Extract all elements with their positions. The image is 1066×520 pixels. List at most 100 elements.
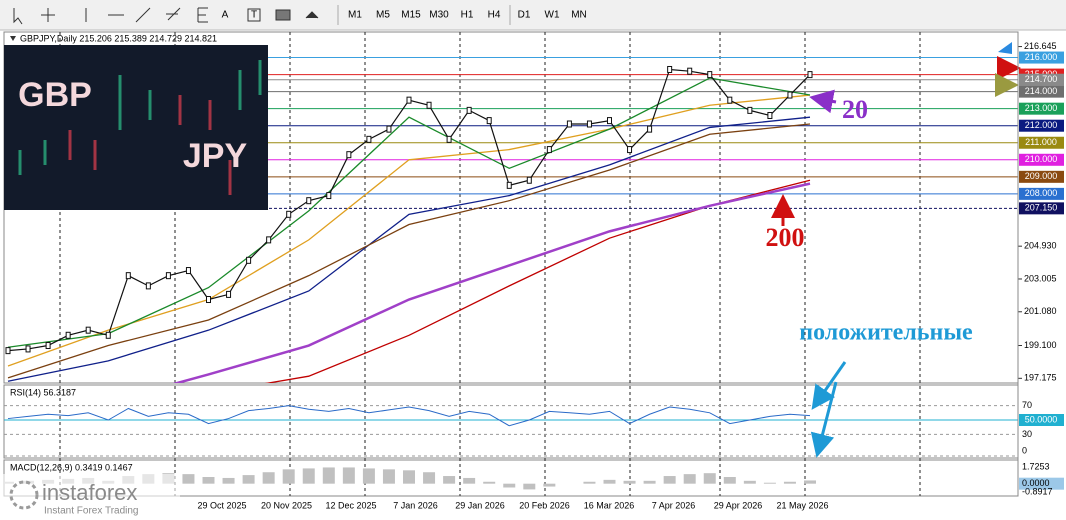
macd-bar xyxy=(523,483,536,490)
candle xyxy=(486,117,492,125)
candle xyxy=(607,117,612,125)
candle xyxy=(446,135,452,143)
level-tag xyxy=(1019,51,1064,64)
timeframe-button[interactable]: H1 xyxy=(461,10,474,21)
candle xyxy=(707,71,713,79)
candle xyxy=(627,146,633,154)
macd-bar xyxy=(423,472,436,484)
macd-bar xyxy=(483,481,496,484)
moving-average xyxy=(7,123,811,379)
watermark: instaforex Instant Forex Trading xyxy=(0,474,180,520)
macd-bar xyxy=(783,481,796,484)
macd-bar xyxy=(703,473,716,484)
candle xyxy=(747,106,753,114)
moving-average xyxy=(7,116,811,382)
price-tick-label: 201.080 xyxy=(1024,306,1057,316)
macd-tick-label: 0.0000 xyxy=(1022,478,1050,488)
candle xyxy=(165,272,171,280)
level-tag xyxy=(1019,202,1064,215)
candle xyxy=(306,197,312,205)
price-tick-label: 203.005 xyxy=(1024,273,1057,283)
logo-quote: JPY xyxy=(183,137,248,175)
macd-bar xyxy=(403,470,415,484)
moving-average xyxy=(172,182,811,383)
macd-bar xyxy=(443,476,456,484)
macd-bar xyxy=(543,483,556,487)
toolbar xyxy=(0,0,1066,30)
tool-icons[interactable] xyxy=(13,7,319,25)
timeframe-button[interactable]: M15 xyxy=(401,10,421,21)
macd-bar xyxy=(262,472,275,484)
text-tool[interactable]: A xyxy=(222,10,229,21)
rsi-label: RSI(14) 56.3187 xyxy=(10,387,76,397)
macd-bar xyxy=(623,480,636,484)
candle xyxy=(326,192,332,200)
moving-average xyxy=(264,179,811,383)
level-label: 214.000 xyxy=(1025,86,1058,96)
timeframe-button[interactable]: D1 xyxy=(518,10,531,21)
candle xyxy=(807,71,813,79)
candle xyxy=(506,181,512,189)
candle xyxy=(727,96,733,104)
macd-bar xyxy=(302,468,315,484)
date-label: 7 Apr 2026 xyxy=(652,500,696,510)
rsi-tick-label: 70 xyxy=(1022,400,1032,410)
date-label: 20 Nov 2025 xyxy=(261,500,312,510)
macd-bar xyxy=(282,469,295,484)
textbox-tool[interactable]: T xyxy=(251,10,257,21)
price-tick-label: 197.175 xyxy=(1024,373,1057,383)
level-label: 213.000 xyxy=(1025,103,1058,113)
macd-bar xyxy=(202,476,215,484)
level-tag xyxy=(1019,85,1064,98)
macd-bar xyxy=(322,467,335,484)
level-label: 216.000 xyxy=(1025,52,1058,62)
macd-bar xyxy=(242,475,255,484)
candle xyxy=(386,125,392,133)
candle xyxy=(546,146,552,154)
candle xyxy=(667,65,673,73)
timeframe-button[interactable]: W1 xyxy=(545,10,560,21)
price-tick-label: 199.100 xyxy=(1024,340,1057,350)
candle xyxy=(346,151,352,159)
moving-average xyxy=(7,94,811,367)
macd-tick-label: 1.7253 xyxy=(1022,462,1050,472)
date-label: 29 Oct 2025 xyxy=(197,500,246,510)
macd-zero-tag xyxy=(1019,477,1064,490)
macd-bar xyxy=(643,480,656,484)
macd-bar xyxy=(723,476,736,484)
date-label: 16 Mar 2026 xyxy=(584,500,635,510)
macd-bar xyxy=(182,474,195,484)
level-label: 208.000 xyxy=(1025,188,1058,198)
macd-label: MACD(12,26,9) 0.3419 0.1467 xyxy=(10,462,133,472)
rsi-line xyxy=(7,405,811,427)
candle xyxy=(787,91,793,99)
timeframe-button[interactable]: M5 xyxy=(376,10,390,21)
date-label: 29 Jan 2026 xyxy=(455,500,505,510)
level-label: 210.000 xyxy=(1025,154,1058,164)
macd-bar xyxy=(503,483,516,488)
price-tick-label: 204.930 xyxy=(1024,241,1057,251)
candle xyxy=(426,101,432,109)
timeframe-button[interactable]: H4 xyxy=(488,10,501,21)
candle xyxy=(206,296,211,304)
timeframe-button[interactable]: MN xyxy=(571,10,587,21)
level-label: 212.000 xyxy=(1025,120,1058,130)
candle xyxy=(25,345,31,353)
level-tag xyxy=(1019,136,1064,149)
candle xyxy=(586,120,592,128)
timeframe-button[interactable]: M1 xyxy=(348,10,362,21)
level-tag xyxy=(1019,73,1064,86)
candle xyxy=(687,67,693,75)
macd-bar xyxy=(804,480,816,484)
macd-bar xyxy=(663,476,676,484)
candle xyxy=(226,290,232,298)
date-label: 29 Apr 2026 xyxy=(714,500,763,510)
timeframe-button[interactable]: M30 xyxy=(429,10,449,21)
candle xyxy=(526,176,532,184)
candle xyxy=(145,282,151,290)
candle xyxy=(5,347,11,355)
candle xyxy=(366,135,372,143)
macd-bar xyxy=(603,479,616,484)
moving-average xyxy=(7,77,811,348)
